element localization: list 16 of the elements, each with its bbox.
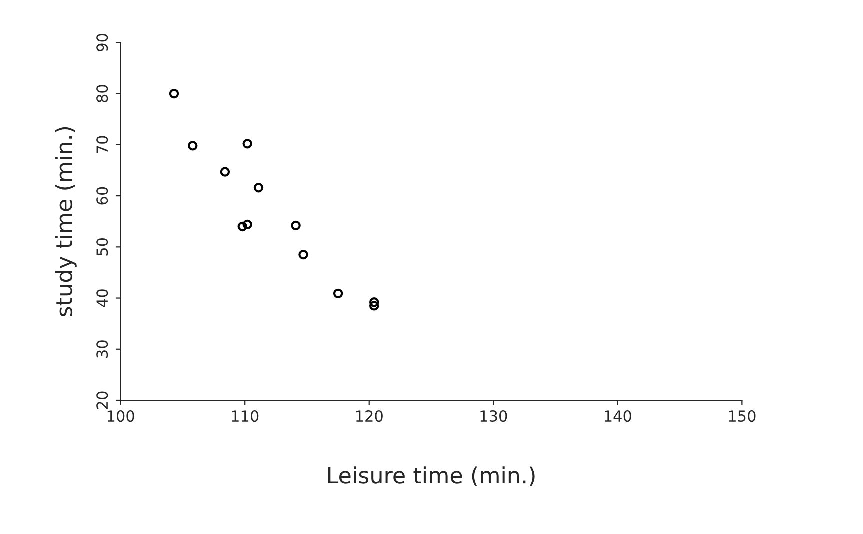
- x-tick-label: 150: [729, 410, 756, 422]
- y-tick-label: 50: [96, 238, 108, 256]
- x-axis-title: Leisure time (min.): [328, 466, 535, 486]
- x-tick-label: 130: [480, 410, 508, 422]
- y-tick-label: 70: [96, 136, 108, 154]
- y-tick-label: 90: [96, 34, 108, 52]
- y-axis-title: study time (min.): [55, 127, 77, 317]
- x-tick-label: 110: [232, 410, 259, 422]
- x-tick-label: 120: [356, 410, 383, 422]
- y-tick-label: 40: [96, 290, 108, 308]
- x-tick-label: 100: [108, 410, 134, 422]
- y-tick-label: 30: [96, 340, 108, 358]
- y-tick-label: 20: [96, 392, 108, 410]
- y-tick-label: 80: [96, 85, 108, 103]
- x-tick-label: 140: [605, 410, 632, 422]
- y-tick-label: 60: [96, 187, 108, 205]
